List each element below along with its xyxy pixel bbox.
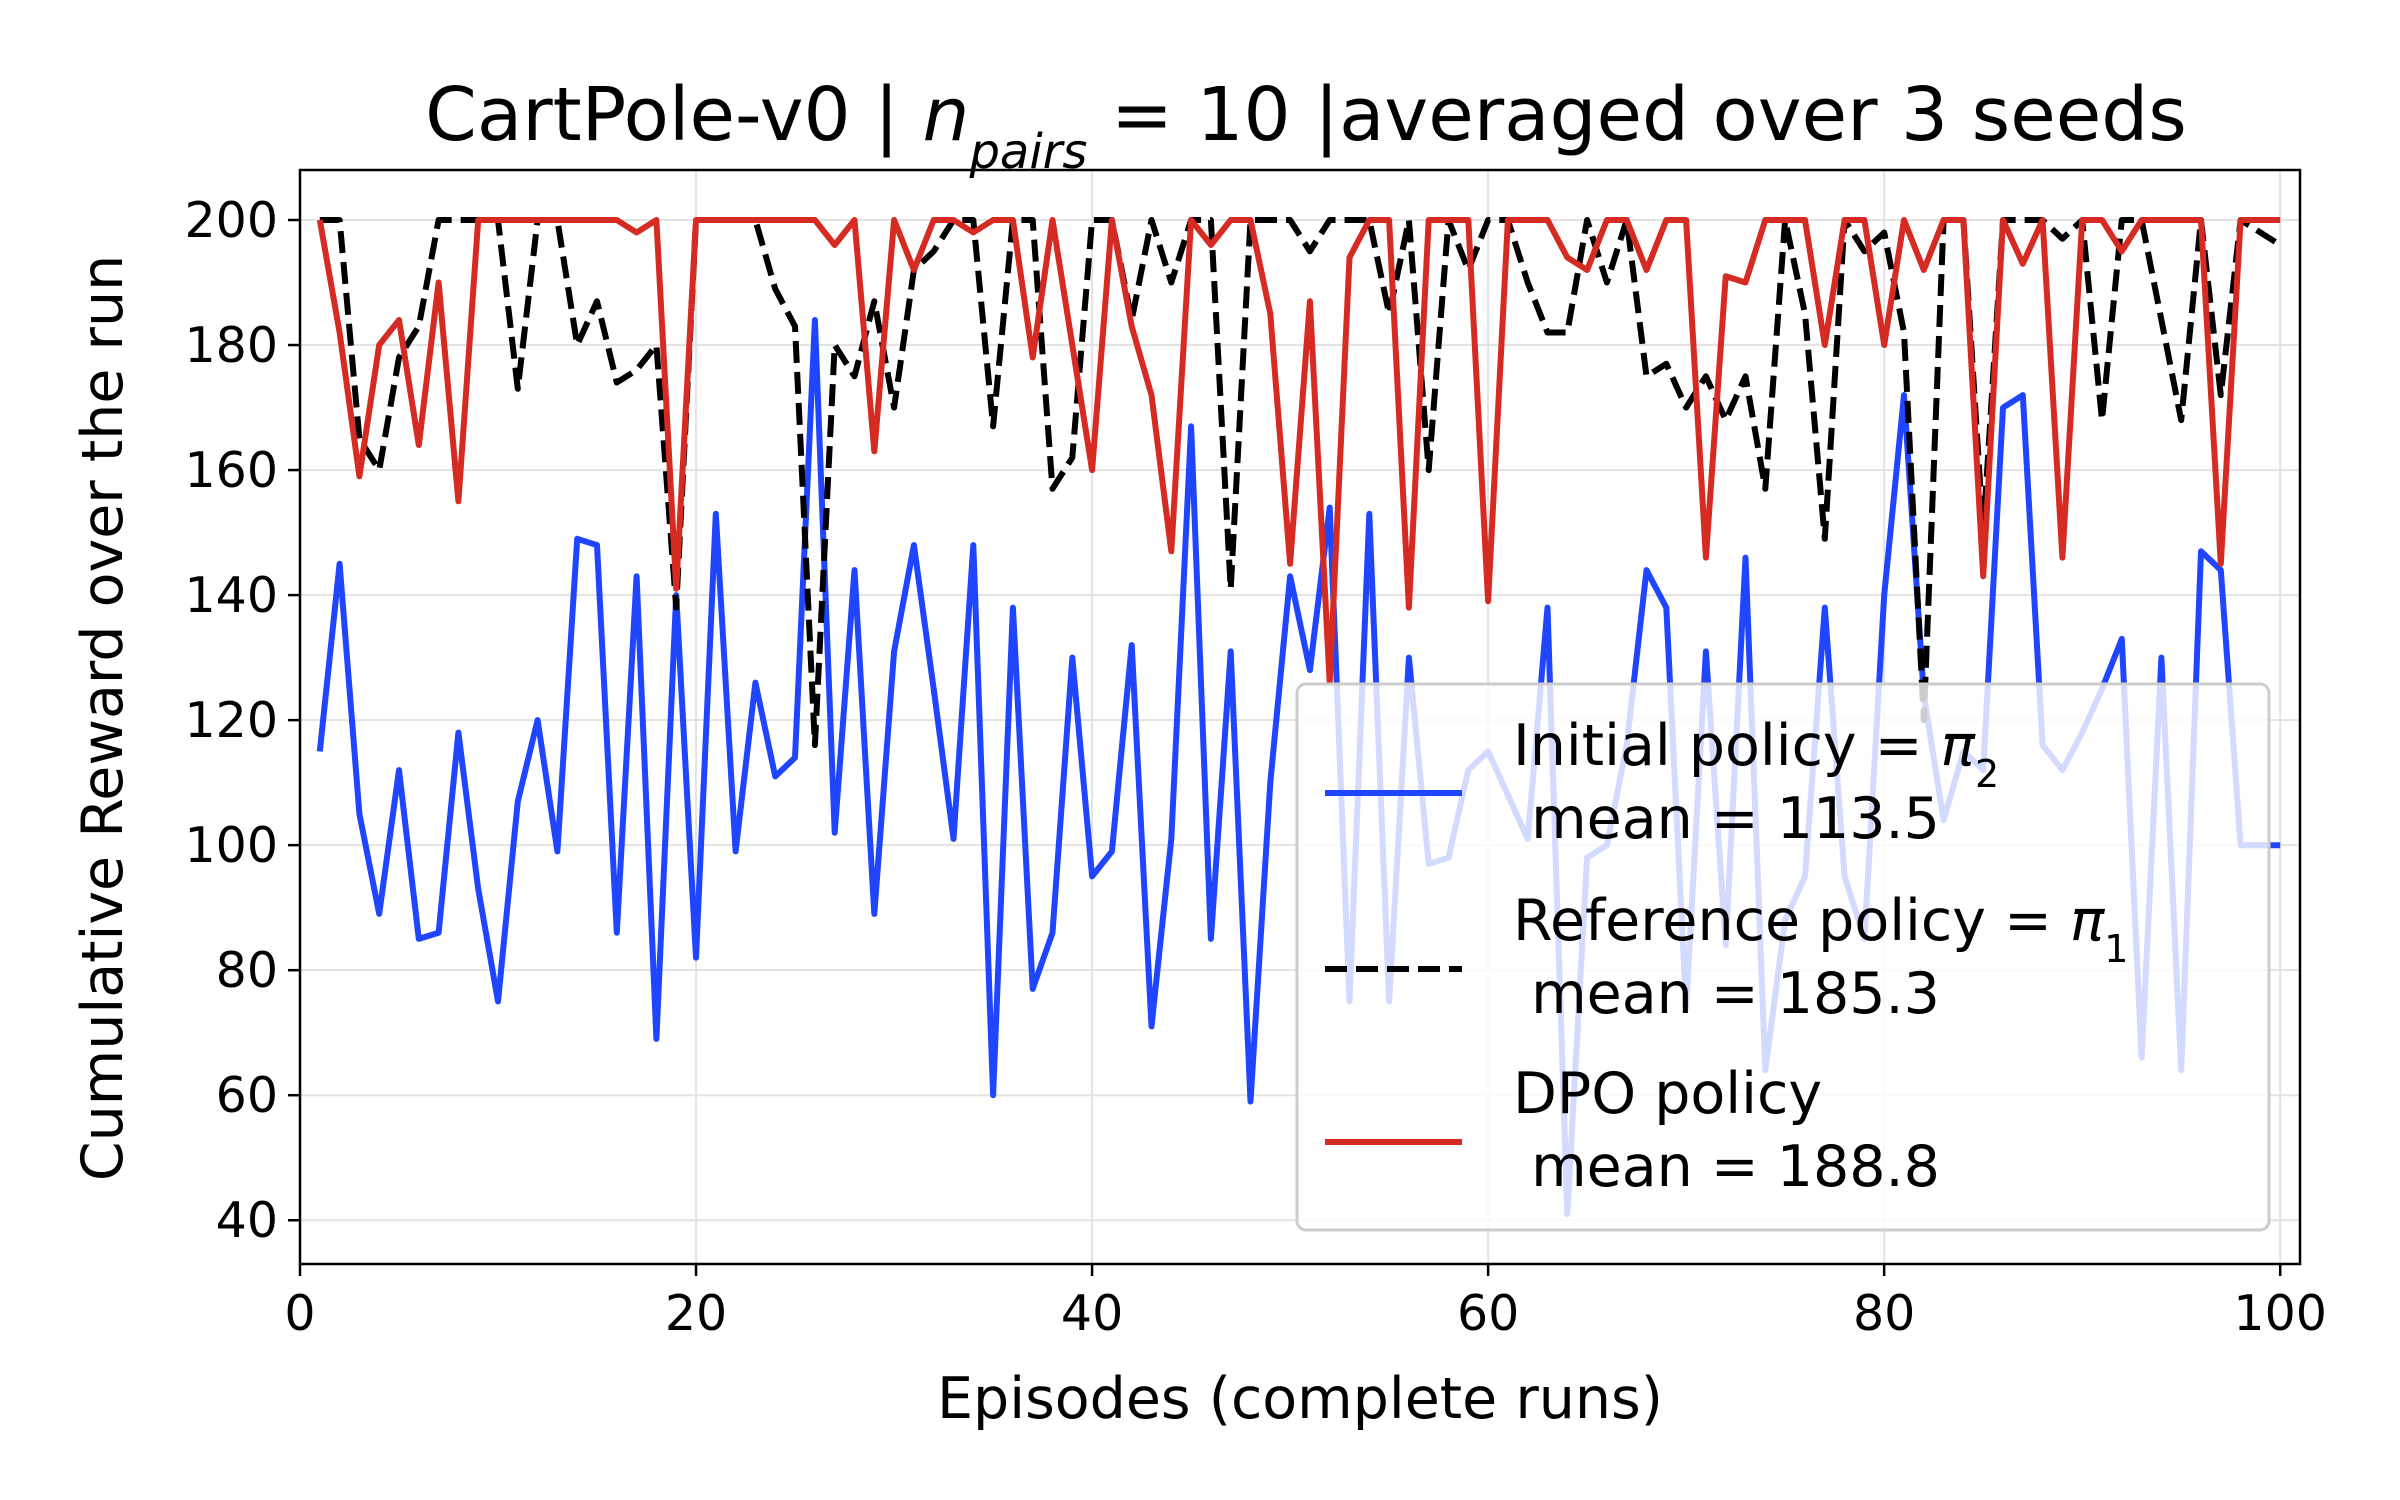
y-tick-label: 100 (184, 817, 278, 874)
legend-label-dpo: DPO policy (1513, 1061, 1822, 1127)
legend-box (1295, 682, 2271, 1232)
legend-label-reference: Reference policy = π1 (1513, 888, 2128, 971)
y-axis: 40 60 80 100 120 140 160 180 200 (184, 192, 300, 1249)
x-tick-label: 80 (1853, 1285, 1915, 1342)
x-axis-label: Episodes (complete runs) (937, 1366, 1663, 1432)
x-tick-label: 40 (1061, 1285, 1123, 1342)
x-tick-label: 20 (665, 1285, 727, 1342)
chart-title: CartPole-v0 | npairs = 10 |averaged over… (425, 72, 2187, 180)
y-tick-label: 40 (216, 1192, 278, 1249)
series-line-reference (319, 217, 2282, 749)
y-tick-label: 60 (216, 1067, 278, 1124)
x-tick-label: 100 (2233, 1285, 2327, 1342)
y-tick-label: 80 (216, 942, 278, 999)
y-axis-label: Cumulative Reward over the run (70, 255, 136, 1181)
y-tick-label: 160 (184, 442, 278, 499)
y-tick-label: 140 (184, 567, 278, 624)
legend-mean-reference: mean = 185.3 (1513, 961, 1940, 1027)
y-tick-label: 180 (184, 317, 278, 374)
x-tick-label: 60 (1457, 1285, 1519, 1342)
legend-mean-dpo: mean = 188.8 (1513, 1134, 1940, 1200)
x-tick-label: 0 (284, 1285, 315, 1342)
legend-label-initial: Initial policy = π2 (1513, 713, 1999, 796)
legend-mean-initial: mean = 113.5 (1513, 786, 1940, 852)
plot-frame (298, 168, 2302, 1266)
legend: Initial policy = π2 mean = 113.5 Referenc… (1325, 713, 2128, 1200)
y-tick-label: 200 (184, 192, 278, 249)
series-line-dpo (316, 217, 2281, 686)
x-axis: 0 20 40 60 80 100 (284, 1264, 2327, 1342)
y-tick-label: 120 (184, 692, 278, 749)
